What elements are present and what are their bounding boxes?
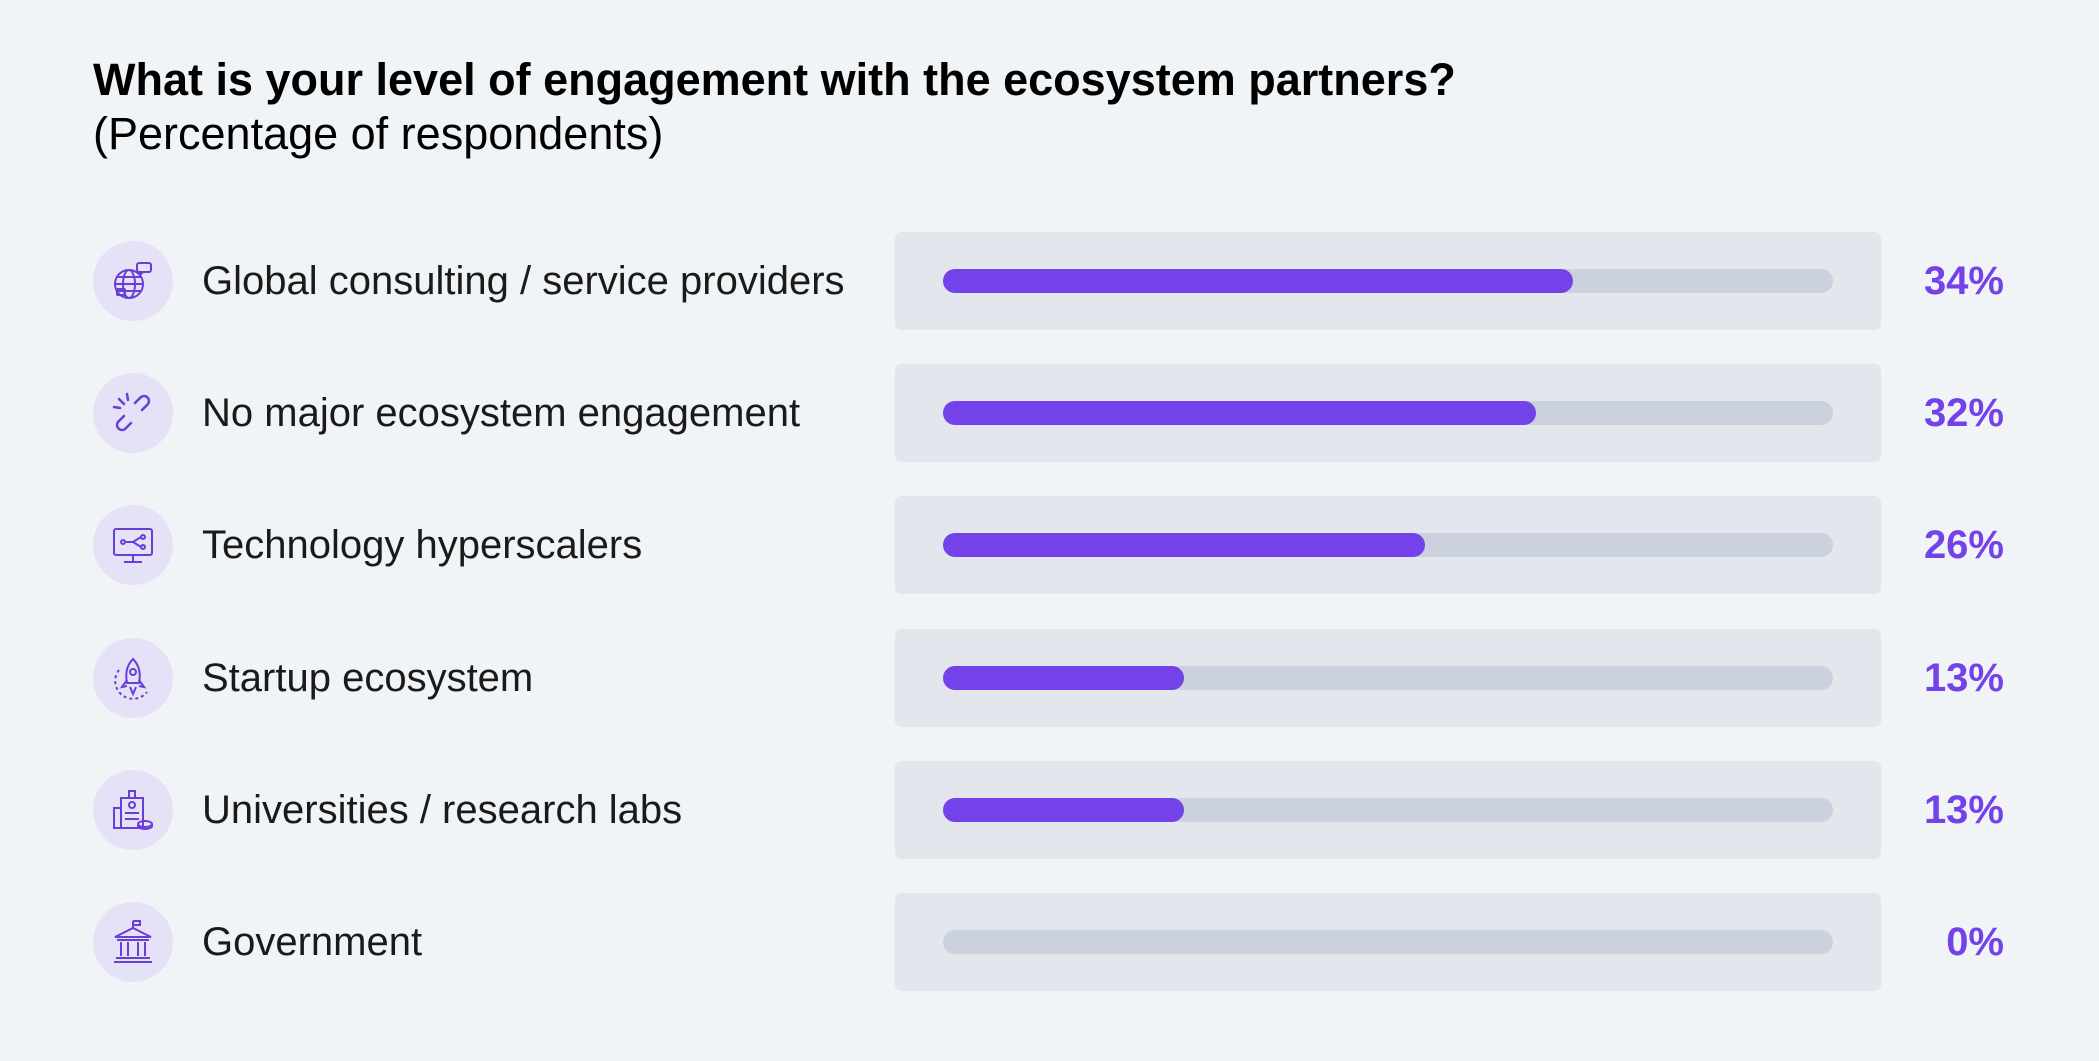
bar-row: Universities / research labs 13% xyxy=(0,761,2099,859)
bar-track xyxy=(943,269,1833,293)
value-label: 32% xyxy=(1923,391,2004,435)
bar-row: Technology hyperscalers 26% xyxy=(0,496,2099,594)
category-label: No major ecosystem engagement xyxy=(202,391,801,435)
bar-track xyxy=(943,666,1833,690)
value-label: 13% xyxy=(1923,656,2004,700)
bar-row: Government 0% xyxy=(0,893,2099,991)
bar xyxy=(943,269,1573,293)
broken-link-icon xyxy=(93,373,173,453)
bar-panel xyxy=(895,364,1881,462)
value-label: 34% xyxy=(1923,259,2004,303)
bar-panel xyxy=(895,761,1881,859)
bar-row: Startup ecosystem 13% xyxy=(0,629,2099,727)
bar xyxy=(943,533,1425,557)
university-building-icon xyxy=(93,770,173,850)
value-label: 0% xyxy=(1946,920,2004,964)
category-label: Global consulting / service providers xyxy=(202,259,845,303)
bar xyxy=(943,666,1184,690)
bar-panel xyxy=(895,893,1881,991)
bar-panel xyxy=(895,629,1881,727)
category-label: Government xyxy=(202,920,423,964)
government-building-icon xyxy=(93,902,173,982)
bar-track xyxy=(943,798,1833,822)
bar xyxy=(943,798,1184,822)
bar-row: No major ecosystem engagement 32% xyxy=(0,364,2099,462)
bar-track xyxy=(943,401,1833,425)
category-label: Universities / research labs xyxy=(202,788,683,832)
bar-track xyxy=(943,533,1833,557)
category-label: Technology hyperscalers xyxy=(202,523,643,567)
bar-row: Global consulting / service providers 34% xyxy=(0,232,2099,330)
bar-panel xyxy=(895,232,1881,330)
bar xyxy=(943,401,1536,425)
rocket-icon xyxy=(93,638,173,718)
chart-subtitle: (Percentage of respondents) xyxy=(93,108,664,159)
bar-track xyxy=(943,930,1833,954)
value-label: 26% xyxy=(1923,523,2004,567)
globe-chat-icon xyxy=(93,241,173,321)
category-label: Startup ecosystem xyxy=(202,656,534,700)
bar-panel xyxy=(895,496,1881,594)
value-label: 13% xyxy=(1923,788,2004,832)
monitor-network-icon xyxy=(93,505,173,585)
chart-title: What is your level of engagement with th… xyxy=(93,54,1456,105)
